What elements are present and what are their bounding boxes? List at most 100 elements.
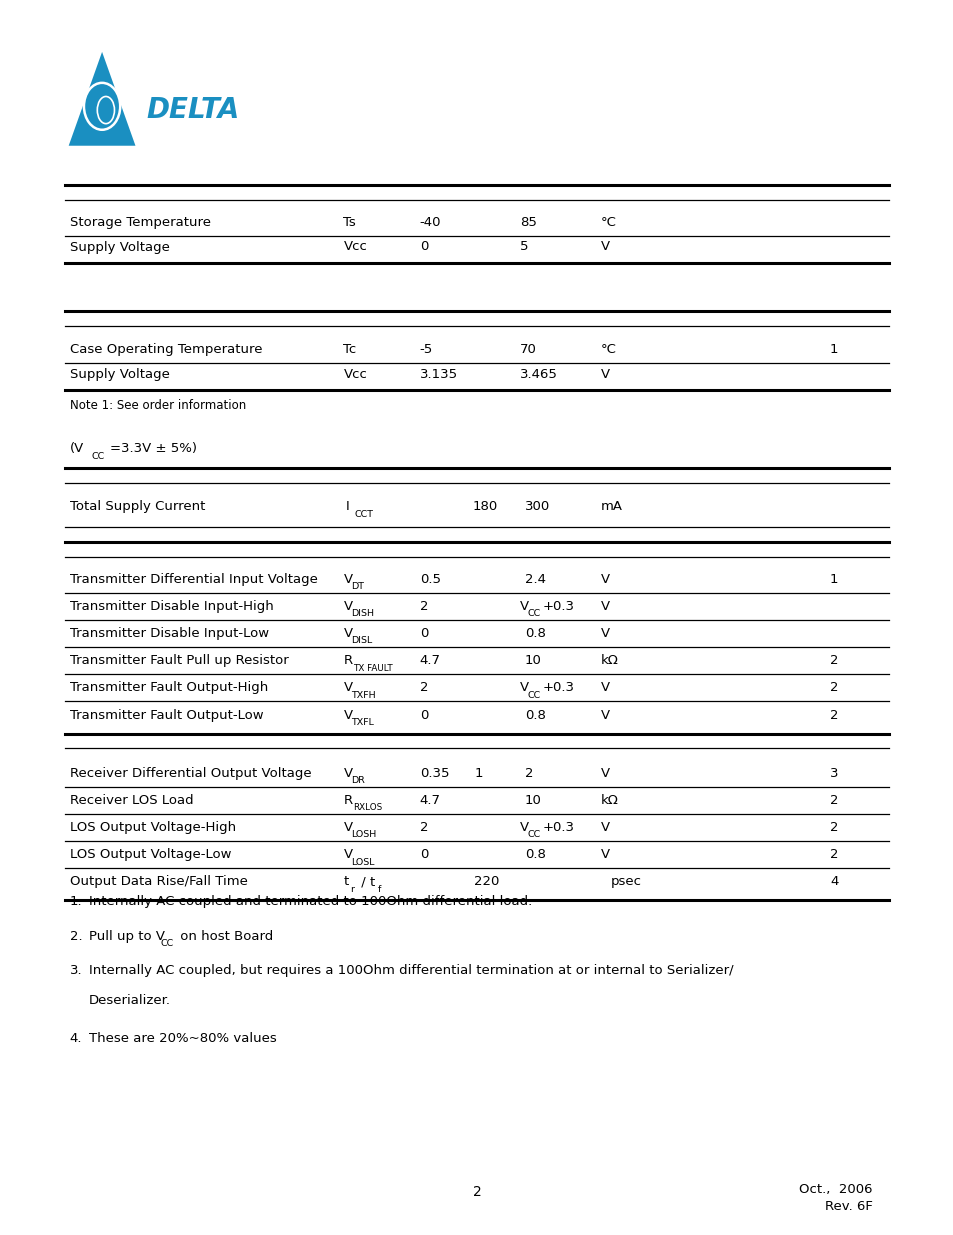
Text: LOS Output Voltage-High: LOS Output Voltage-High xyxy=(70,821,235,834)
Text: kΩ: kΩ xyxy=(600,655,618,667)
Text: V: V xyxy=(600,848,610,861)
Text: 300: 300 xyxy=(524,500,549,513)
Text: V: V xyxy=(600,241,610,253)
Ellipse shape xyxy=(97,96,114,124)
Text: Note 1: See order information: Note 1: See order information xyxy=(70,399,246,411)
Text: V: V xyxy=(600,682,610,694)
Text: 85: 85 xyxy=(519,216,537,228)
Text: Rev. 6F: Rev. 6F xyxy=(824,1200,872,1213)
Text: DT: DT xyxy=(351,582,364,592)
Text: V: V xyxy=(343,848,353,861)
Text: 2: 2 xyxy=(419,821,428,834)
Text: 0.35: 0.35 xyxy=(419,767,449,779)
Text: 0.8: 0.8 xyxy=(524,848,545,861)
Text: 0: 0 xyxy=(419,241,428,253)
Text: (V: (V xyxy=(70,442,84,454)
Text: Case Operating Temperature: Case Operating Temperature xyxy=(70,343,262,356)
Text: Transmitter Fault Output-Low: Transmitter Fault Output-Low xyxy=(70,709,263,721)
Text: 4.7: 4.7 xyxy=(419,794,440,806)
Text: RXLOS: RXLOS xyxy=(353,803,382,813)
Text: 3.: 3. xyxy=(70,965,82,977)
Text: V: V xyxy=(600,627,610,640)
Text: °C: °C xyxy=(600,216,617,228)
Text: I: I xyxy=(345,500,349,513)
Text: 1.: 1. xyxy=(70,895,82,908)
Text: 0.5: 0.5 xyxy=(419,573,440,585)
Text: -40: -40 xyxy=(419,216,441,228)
Text: 2: 2 xyxy=(419,600,428,613)
Text: Oct.,  2006: Oct., 2006 xyxy=(799,1183,872,1195)
Text: 2: 2 xyxy=(829,709,838,721)
Text: CC: CC xyxy=(527,690,540,700)
Text: 2: 2 xyxy=(472,1184,481,1199)
Text: 0.8: 0.8 xyxy=(524,709,545,721)
Text: 3.465: 3.465 xyxy=(519,368,558,380)
Text: DISH: DISH xyxy=(351,609,374,619)
Text: on host Board: on host Board xyxy=(175,930,273,942)
Text: Receiver Differential Output Voltage: Receiver Differential Output Voltage xyxy=(70,767,311,779)
Text: Supply Voltage: Supply Voltage xyxy=(70,241,170,253)
Text: V: V xyxy=(343,627,353,640)
Text: V: V xyxy=(343,709,353,721)
Text: 2.4: 2.4 xyxy=(524,573,545,585)
Text: Transmitter Disable Input-Low: Transmitter Disable Input-Low xyxy=(70,627,269,640)
Text: Supply Voltage: Supply Voltage xyxy=(70,368,170,380)
Text: CCT: CCT xyxy=(355,510,374,520)
Text: V: V xyxy=(343,600,353,613)
Text: 1: 1 xyxy=(474,767,482,779)
Text: LOSH: LOSH xyxy=(351,830,375,840)
Text: 1: 1 xyxy=(829,573,838,585)
Text: +0.3: +0.3 xyxy=(542,600,575,613)
Text: 2: 2 xyxy=(829,848,838,861)
Text: Deserializer.: Deserializer. xyxy=(89,994,171,1007)
Text: 0: 0 xyxy=(419,627,428,640)
Text: +0.3: +0.3 xyxy=(542,821,575,834)
Text: 2: 2 xyxy=(524,767,533,779)
Text: R: R xyxy=(343,794,353,806)
Text: DELTA: DELTA xyxy=(147,96,240,124)
Text: Pull up to V: Pull up to V xyxy=(89,930,165,942)
Text: 2: 2 xyxy=(829,682,838,694)
Text: V: V xyxy=(519,600,529,613)
Text: 0: 0 xyxy=(419,709,428,721)
Text: / t: / t xyxy=(356,876,375,888)
Text: LOSL: LOSL xyxy=(351,857,375,867)
Text: =3.3V ± 5%): =3.3V ± 5%) xyxy=(110,442,196,454)
Text: 1: 1 xyxy=(829,343,838,356)
Text: CC: CC xyxy=(160,939,173,948)
Text: Receiver LOS Load: Receiver LOS Load xyxy=(70,794,193,806)
Text: TXFH: TXFH xyxy=(351,690,375,700)
Text: V: V xyxy=(600,368,610,380)
Text: V: V xyxy=(519,682,529,694)
Text: °C: °C xyxy=(600,343,617,356)
Text: psec: psec xyxy=(610,876,640,888)
Text: Total Supply Current: Total Supply Current xyxy=(70,500,205,513)
Text: 10: 10 xyxy=(524,655,541,667)
Text: DR: DR xyxy=(351,776,365,785)
Text: +0.3: +0.3 xyxy=(542,682,575,694)
Text: V: V xyxy=(343,682,353,694)
Text: Internally AC coupled, but requires a 100Ohm differential termination at or inte: Internally AC coupled, but requires a 10… xyxy=(89,965,733,977)
Text: V: V xyxy=(600,600,610,613)
Text: V: V xyxy=(600,709,610,721)
Text: kΩ: kΩ xyxy=(600,794,618,806)
Text: 0.8: 0.8 xyxy=(524,627,545,640)
Text: These are 20%~80% values: These are 20%~80% values xyxy=(89,1031,276,1045)
Text: 4.7: 4.7 xyxy=(419,655,440,667)
Text: CC: CC xyxy=(527,830,540,840)
Text: Vcc: Vcc xyxy=(343,368,367,380)
Text: DISL: DISL xyxy=(351,636,372,646)
Text: TX FAULT: TX FAULT xyxy=(353,663,393,673)
Text: Transmitter Fault Output-High: Transmitter Fault Output-High xyxy=(70,682,268,694)
Text: Transmitter Differential Input Voltage: Transmitter Differential Input Voltage xyxy=(70,573,317,585)
Text: 220: 220 xyxy=(474,876,499,888)
Text: Vcc: Vcc xyxy=(343,241,367,253)
Text: 2: 2 xyxy=(419,682,428,694)
Text: Transmitter Fault Pull up Resistor: Transmitter Fault Pull up Resistor xyxy=(70,655,288,667)
Text: CC: CC xyxy=(91,452,105,462)
Text: LOS Output Voltage-Low: LOS Output Voltage-Low xyxy=(70,848,231,861)
Text: 2: 2 xyxy=(829,655,838,667)
Text: V: V xyxy=(343,573,353,585)
Text: 10: 10 xyxy=(524,794,541,806)
Text: Internally AC coupled and terminated to 100Ohm differential load.: Internally AC coupled and terminated to … xyxy=(89,895,532,908)
